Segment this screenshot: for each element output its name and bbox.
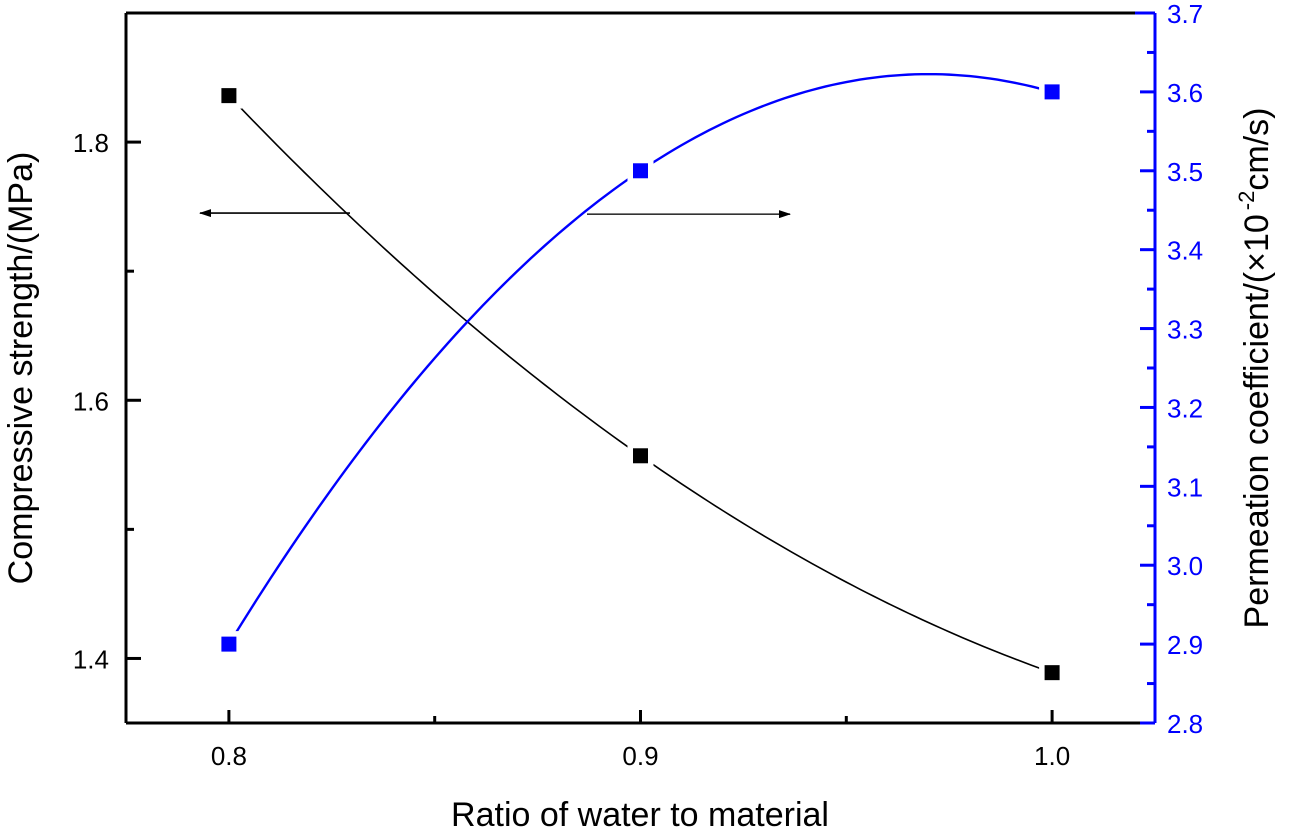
y-right-tick-label: 3.6 <box>1167 78 1203 108</box>
y-left-tick-label: 1.6 <box>73 386 109 416</box>
y-right-tick-label: 2.9 <box>1167 630 1203 660</box>
data-point-marker <box>633 448 648 464</box>
y-axis-right-label-prefix: Permeation coefficient/(×10 <box>1238 214 1276 628</box>
x-tick-label: 0.9 <box>622 741 658 771</box>
y-right-tick-label: 3.5 <box>1167 157 1203 187</box>
data-point-marker <box>221 636 237 652</box>
y-right-tick-label: 2.8 <box>1167 709 1203 739</box>
y-right-tick-label: 3.4 <box>1167 236 1203 266</box>
y-axis-left-label: Compressive strength/(MPa) <box>2 152 40 585</box>
series-compressive-strength <box>215 82 1066 686</box>
x-tick-label: 1.0 <box>1034 741 1070 771</box>
x-axis-label: Ratio of water to material <box>451 796 829 832</box>
y-right-tick-label: 3.3 <box>1167 315 1203 345</box>
annotation-layer <box>199 209 791 219</box>
y-left-tick-label: 1.8 <box>73 128 109 158</box>
y-right-tick-label: 3.7 <box>1167 0 1203 29</box>
y-left-tick-label: 1.4 <box>73 644 109 674</box>
y-axis-right-label-suffix: cm/s) <box>1238 108 1276 191</box>
series-permeation-coefficient <box>215 72 1066 658</box>
y-axis-right-label-superscript: -2 <box>1234 191 1259 211</box>
y-right-tick-label: 3.1 <box>1167 472 1203 502</box>
data-point-marker <box>221 88 237 104</box>
data-point-marker <box>633 163 648 179</box>
data-point-marker <box>1044 665 1060 681</box>
y-right-tick-label: 3.2 <box>1167 393 1203 423</box>
axes: 0.8 0.9 1.0 1.4 1.6 1.8 2.8 2.9 3.0 3.1 3.2 3.3 3.4 3… <box>73 0 1203 771</box>
y-axis-right-label: Permeation coefficient/(×10 -2cm/s) <box>1234 108 1276 629</box>
x-tick-label: 0.8 <box>211 741 247 771</box>
series-layer <box>215 72 1066 686</box>
data-point-marker <box>1044 84 1060 100</box>
y-right-tick-label: 3.0 <box>1167 551 1203 581</box>
